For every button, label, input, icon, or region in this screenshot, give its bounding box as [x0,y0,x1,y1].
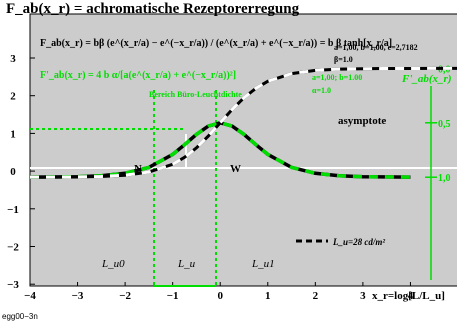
x-tick-label: −3 [72,290,84,302]
x-tick-label: −1 [167,290,179,302]
right-tick-label: 0,5 [438,119,451,130]
x-axis-label: x_r=log[L/L_u] [372,290,445,302]
x-tick-labels: −4 −3 −2 −1 0 1 2 3 4 [24,290,414,302]
y-tick-label: 1 [10,128,16,140]
y-tick-label: −1 [7,204,19,216]
y-tick-label: 2 [10,91,16,103]
legend-text: L_u=28 cd/m² [332,237,385,247]
footer-id: egg00−3n [2,312,38,321]
chart-title: F_ab(x_r) = achromatische Rezeptorerregu… [6,1,300,17]
lu-label: L_u [177,258,196,270]
x-tick-label: 2 [313,290,319,302]
tanh-curve [30,66,457,179]
asymptote-label: asymptote [338,115,386,127]
x-tick-label: 1 [265,290,271,302]
params-green-2: α=1.0 [312,86,331,95]
lu0-label: L_u0 [101,258,125,270]
y-tick-label: −3 [7,279,19,291]
frame-ticks [29,57,411,286]
right-tick-label: 1,0 [438,173,451,184]
params-black-1: a=1,00, b=1,00, e=2,7182 [334,43,418,52]
x-tick-label: −2 [119,290,131,302]
y-tick-label: −2 [7,242,19,254]
n-label: N [134,163,142,175]
x-tick-label: 4 [408,290,414,302]
right-axis-label: F'_ab(x_r) [401,73,452,85]
x-tick-label: −4 [24,290,36,302]
y-tick-labels: 3 2 1 0 −1 −2 −3 [7,53,19,291]
y-tick-label: 3 [10,53,16,65]
w-label: W [230,163,241,175]
lu1-label: L_u1 [251,258,275,270]
region-label: Bereich Büro-Leuchtdichte [149,90,242,99]
y-tick-label: 0 [10,166,16,178]
formula-green: F'_ab(x_r) = 4 b α/[a(e^(x_r/a) + e^(−x_… [40,70,236,81]
x-tick-label: 3 [360,290,366,302]
params-green-1: a=1,00; b=1.00 [312,73,362,82]
params-black-2: β=1.0 [334,55,353,64]
formula-black: F_ab(x_r) = bβ (e^(x_r/a) − e^(−x_r/a)) … [40,38,392,49]
plot-frame [29,13,457,287]
x-tick-label: 0 [217,290,223,302]
